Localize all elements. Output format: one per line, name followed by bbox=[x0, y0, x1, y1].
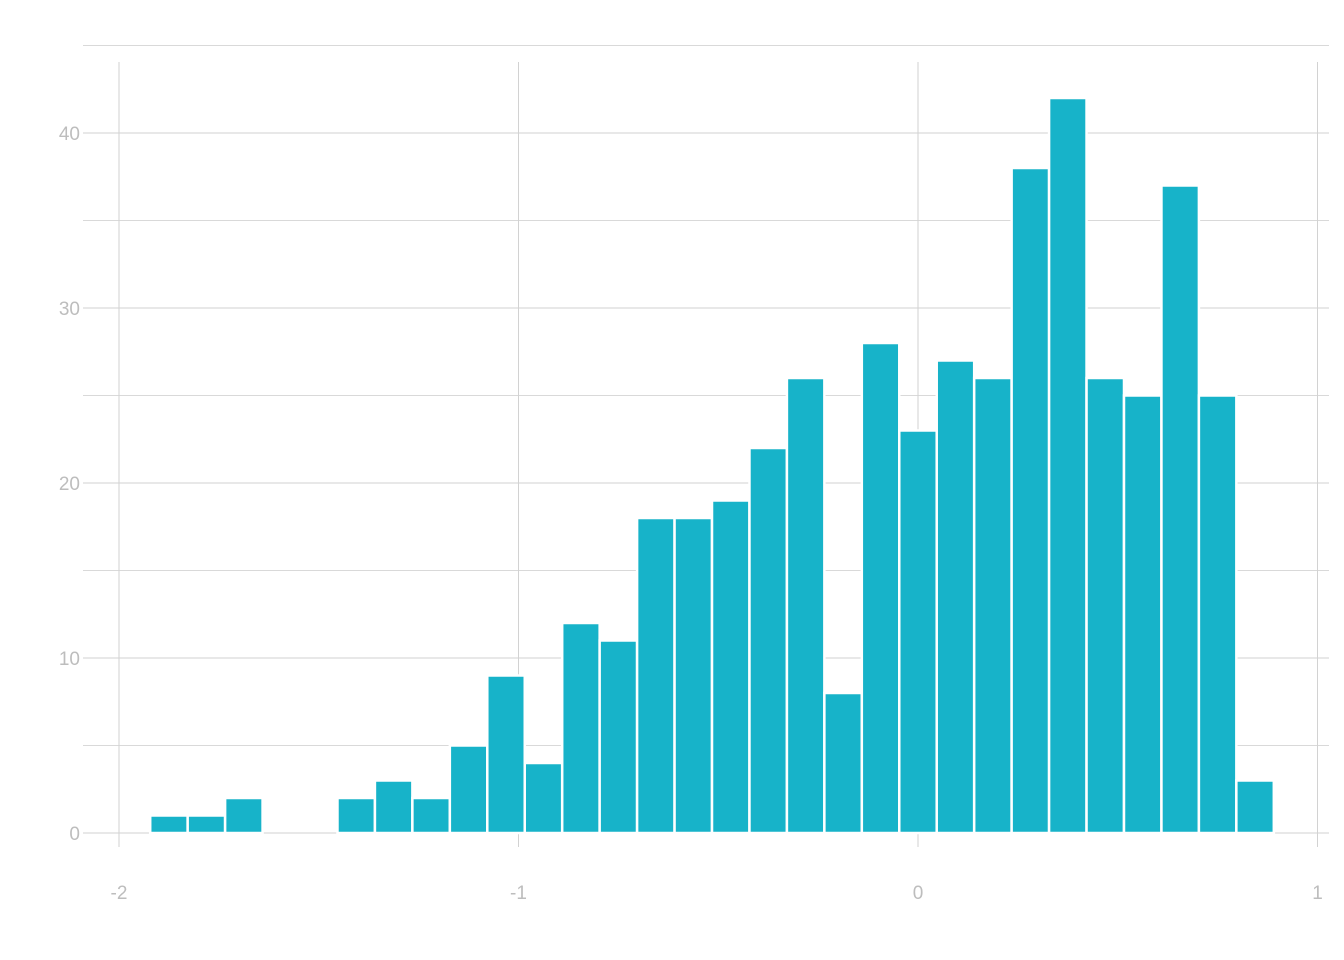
y-tick-label: 20 bbox=[59, 474, 80, 495]
histogram-bar bbox=[223, 796, 264, 835]
histogram-bar bbox=[1047, 96, 1088, 835]
histogram-bar bbox=[523, 761, 564, 835]
histogram-bar bbox=[598, 639, 639, 835]
y-tick-label: 10 bbox=[59, 649, 80, 670]
histogram-bar bbox=[673, 516, 714, 835]
x-tick-label: -1 bbox=[510, 883, 527, 904]
histogram-bar bbox=[1235, 779, 1276, 835]
x-tick-label: 1 bbox=[1312, 883, 1323, 904]
histogram-bar bbox=[898, 429, 938, 835]
histogram-bar bbox=[1197, 394, 1238, 835]
histogram-bar bbox=[411, 796, 452, 835]
histogram-bar bbox=[823, 691, 864, 835]
histogram-bar bbox=[785, 376, 826, 835]
histogram-bar bbox=[1085, 376, 1126, 835]
histogram-bar bbox=[186, 814, 227, 835]
histogram-bar bbox=[860, 341, 901, 835]
y-tick-label: 40 bbox=[59, 124, 80, 145]
histogram-bar bbox=[1160, 184, 1201, 835]
histogram-bar bbox=[560, 621, 601, 835]
histogram-bar bbox=[373, 779, 414, 835]
histogram-bar bbox=[448, 744, 489, 835]
histogram-bar bbox=[1010, 166, 1051, 835]
y-tick-label: 0 bbox=[69, 824, 80, 845]
histogram-bar bbox=[748, 446, 789, 835]
histogram-bar bbox=[1122, 394, 1163, 835]
histogram-bar bbox=[710, 499, 751, 835]
histogram-bar bbox=[336, 796, 377, 835]
histogram-bar bbox=[486, 674, 526, 835]
histogram-bars bbox=[148, 96, 1276, 835]
histogram-bar bbox=[148, 814, 189, 835]
x-tick-label: -2 bbox=[111, 883, 128, 904]
histogram-bar bbox=[635, 516, 676, 835]
y-tick-label: 30 bbox=[59, 299, 80, 320]
histogram-bar bbox=[972, 376, 1013, 835]
x-tick-label: 0 bbox=[913, 883, 924, 904]
axis-tick-labels: 0 10 20 30 40 -2 -1 0 1 bbox=[59, 124, 1323, 904]
histogram-bar bbox=[935, 359, 976, 835]
